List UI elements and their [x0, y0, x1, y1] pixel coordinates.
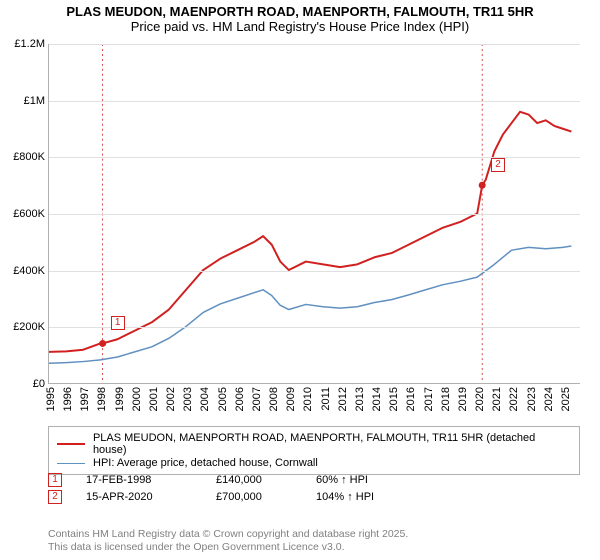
sale-row-marker: 1	[48, 473, 62, 487]
x-tick-label: 2018	[440, 387, 452, 411]
title-line1: PLAS MEUDON, MAENPORTH ROAD, MAENPORTH, …	[0, 4, 600, 19]
sale-dot	[479, 182, 486, 189]
gridline	[49, 44, 580, 45]
sale-rows: 1 17-FEB-1998£140,00060% ↑ HPI 2 15-APR-202…	[48, 470, 436, 507]
sale-marker-box: 1	[111, 316, 125, 330]
x-tick-label: 1996	[62, 387, 74, 411]
x-tick-label: 2022	[508, 387, 520, 411]
footer-line1: Contains HM Land Registry data © Crown c…	[48, 528, 408, 541]
x-tick-label: 2023	[526, 387, 538, 411]
sale-date: 17-FEB-1998	[86, 474, 216, 486]
chart-plot-area: £0£200K£400K£600K£800K£1M£1.2M1995199619…	[48, 44, 580, 384]
series-hpi	[49, 246, 571, 363]
x-tick-label: 2000	[131, 387, 143, 411]
x-tick-label: 1999	[114, 387, 126, 411]
x-tick-label: 2009	[285, 387, 297, 411]
x-tick-label: 2001	[148, 387, 160, 411]
y-tick-label: £1.2M	[14, 38, 45, 50]
sale-row: 2 15-APR-2020£700,000104% ↑ HPI	[48, 490, 436, 504]
x-tick-label: 2012	[337, 387, 349, 411]
x-tick-label: 2013	[354, 387, 366, 411]
gridline	[49, 101, 580, 102]
chart-container: PLAS MEUDON, MAENPORTH ROAD, MAENPORTH, …	[0, 0, 600, 560]
x-tick-label: 2008	[268, 387, 280, 411]
y-tick-label: £200K	[13, 321, 45, 333]
legend-swatch	[57, 463, 85, 464]
y-tick-label: £400K	[13, 265, 45, 277]
sale-date: 15-APR-2020	[86, 491, 216, 503]
y-tick-label: £800K	[13, 151, 45, 163]
sale-marker-box: 2	[491, 158, 505, 172]
footer-line2: This data is licensed under the Open Gov…	[48, 541, 408, 554]
y-tick-label: £0	[33, 378, 45, 390]
footer-text: Contains HM Land Registry data © Crown c…	[48, 528, 408, 554]
x-tick-label: 2007	[251, 387, 263, 411]
x-tick-label: 1998	[96, 387, 108, 411]
x-tick-label: 1995	[45, 387, 57, 411]
legend-box: PLAS MEUDON, MAENPORTH ROAD, MAENPORTH, …	[48, 426, 580, 475]
title-line2: Price paid vs. HM Land Registry's House …	[0, 19, 600, 34]
x-tick-label: 2011	[320, 387, 332, 411]
gridline	[49, 214, 580, 215]
x-tick-label: 2010	[302, 387, 314, 411]
x-tick-label: 2004	[199, 387, 211, 411]
legend-swatch	[57, 443, 85, 445]
gridline	[49, 327, 580, 328]
sale-row-marker: 2	[48, 490, 62, 504]
sale-dot	[99, 340, 106, 347]
x-tick-label: 2015	[388, 387, 400, 411]
legend-row: PLAS MEUDON, MAENPORTH ROAD, MAENPORTH, …	[57, 432, 571, 456]
legend-row: HPI: Average price, detached house, Corn…	[57, 457, 571, 469]
x-tick-label: 2005	[217, 387, 229, 411]
x-tick-label: 2017	[423, 387, 435, 411]
sale-diff: 60% ↑ HPI	[316, 474, 436, 486]
series-property	[49, 112, 571, 352]
x-tick-label: 2016	[405, 387, 417, 411]
x-tick-label: 2025	[560, 387, 572, 411]
x-tick-label: 2002	[165, 387, 177, 411]
x-tick-label: 2014	[371, 387, 383, 411]
sale-price: £700,000	[216, 491, 316, 503]
y-tick-label: £1M	[24, 95, 45, 107]
x-tick-label: 2020	[474, 387, 486, 411]
x-tick-label: 2024	[543, 387, 555, 411]
legend-label: HPI: Average price, detached house, Corn…	[93, 457, 318, 469]
gridline	[49, 271, 580, 272]
x-tick-label: 2003	[182, 387, 194, 411]
x-tick-label: 2019	[457, 387, 469, 411]
legend-label: PLAS MEUDON, MAENPORTH ROAD, MAENPORTH, …	[93, 432, 571, 456]
sale-row: 1 17-FEB-1998£140,00060% ↑ HPI	[48, 473, 436, 487]
title-block: PLAS MEUDON, MAENPORTH ROAD, MAENPORTH, …	[0, 0, 600, 34]
x-tick-label: 1997	[79, 387, 91, 411]
x-tick-label: 2006	[234, 387, 246, 411]
x-tick-label: 2021	[491, 387, 503, 411]
sale-price: £140,000	[216, 474, 316, 486]
sale-diff: 104% ↑ HPI	[316, 491, 436, 503]
y-tick-label: £600K	[13, 208, 45, 220]
